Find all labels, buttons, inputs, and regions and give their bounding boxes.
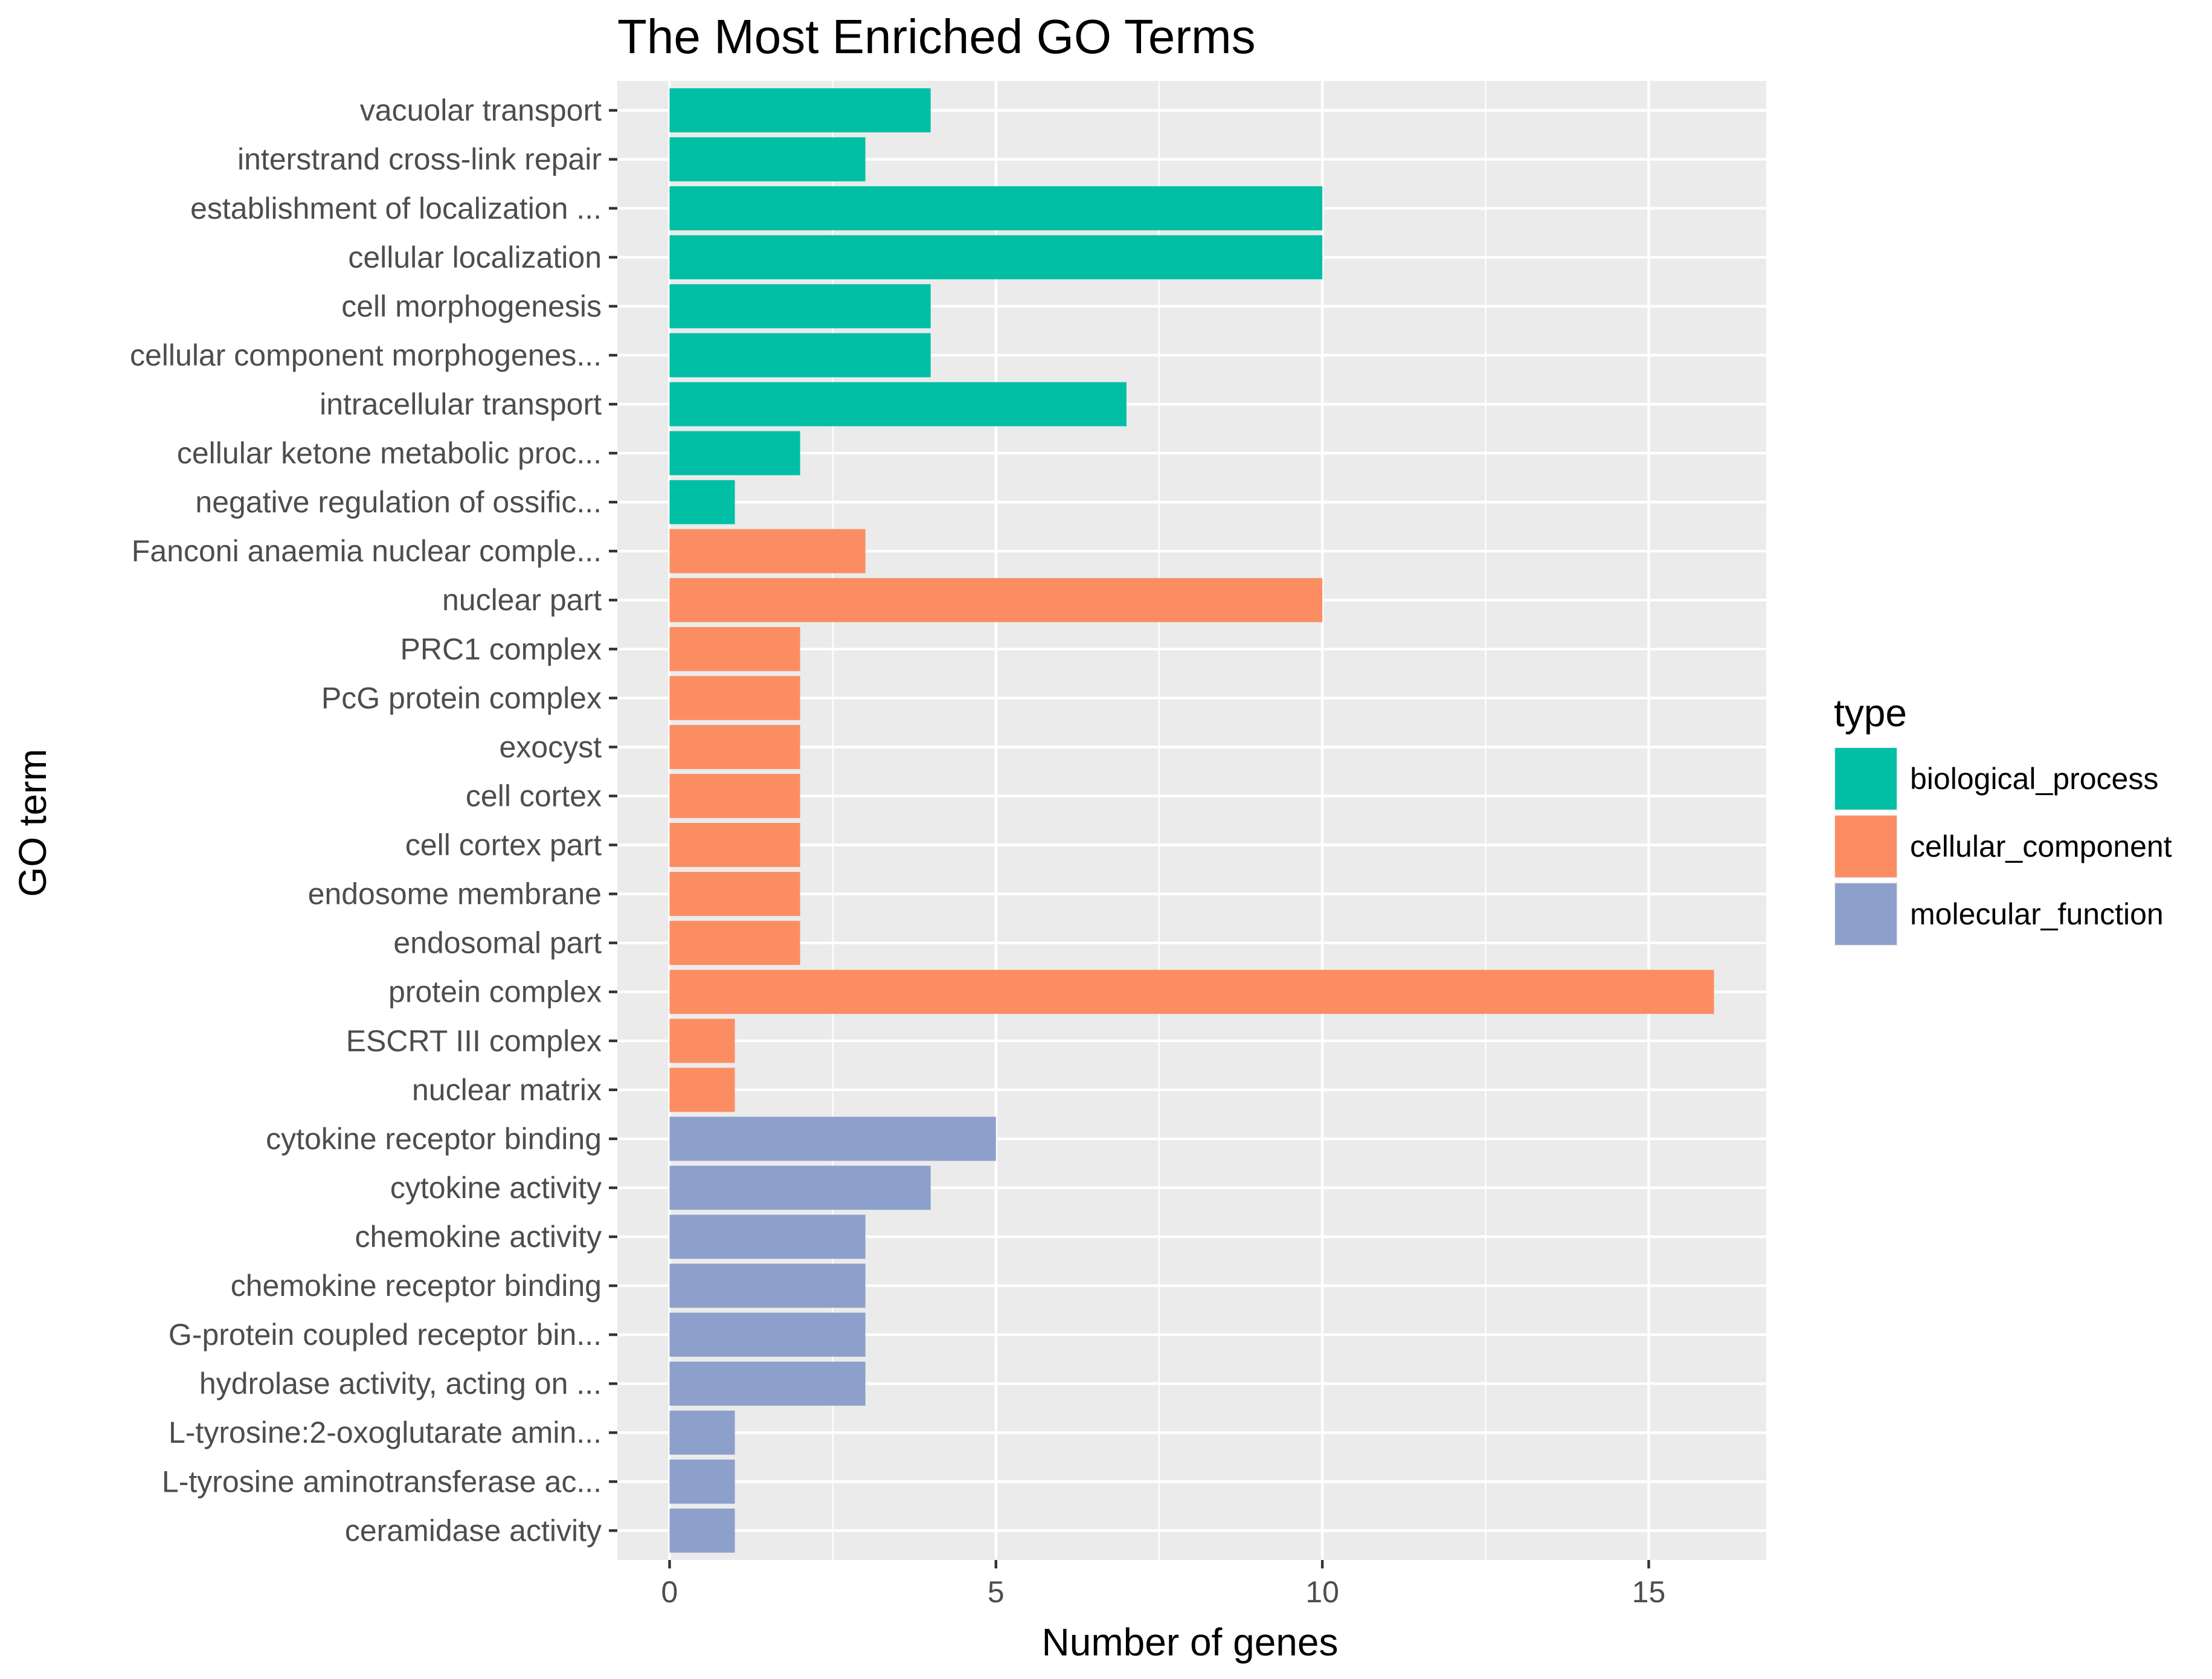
legend-swatch-biological-process <box>1835 748 1897 810</box>
y-tick-label-endosome-membrane: endosome membrane <box>308 877 602 911</box>
legend-swatch-cellular-component <box>1835 816 1897 877</box>
legend-label-biological-process: biological_process <box>1910 762 2158 796</box>
bar-chemokine-activity <box>669 1214 866 1259</box>
bar-cell-cortex-part <box>669 823 800 868</box>
y-tick-label-nuclear-part: nuclear part <box>442 583 602 617</box>
bar-cellular-localization <box>669 235 1323 280</box>
y-tick-label-fanconi-anaemia-nuclear-comple: Fanconi anaemia nuclear comple... <box>132 534 602 568</box>
bar-fanconi-anaemia-nuclear-comple <box>669 529 866 573</box>
bar-cytokine-activity <box>669 1165 931 1210</box>
bar-pcg-protein-complex <box>669 675 800 720</box>
bar-prc1-complex <box>669 627 800 671</box>
bar-negative-regulation-of-ossific <box>669 480 735 524</box>
y-tick-label-escrt-iii-complex: ESCRT III complex <box>346 1024 602 1058</box>
y-tick-label-endosomal-part: endosomal part <box>393 926 602 960</box>
bar-cytokine-receptor-binding <box>669 1117 996 1161</box>
y-tick-label-l-tyrosine-aminotransferase-ac: L-tyrosine aminotransferase ac... <box>162 1465 602 1498</box>
bar-vacuolar-transport <box>669 88 931 133</box>
bar-escrt-iii-complex <box>669 1019 735 1063</box>
bar-nuclear-matrix <box>669 1068 735 1112</box>
y-tick-label-chemokine-receptor-binding: chemokine receptor binding <box>231 1269 602 1303</box>
legend-label-cellular-component: cellular_component <box>1910 830 2172 863</box>
y-tick-label-cellular-ketone-metabolic-proc: cellular ketone metabolic proc... <box>177 436 602 470</box>
bar-endosome-membrane <box>669 872 800 917</box>
y-tick-label-cellular-localization: cellular localization <box>348 240 602 274</box>
y-tick-label-establishment-of-localization: establishment of localization ... <box>190 192 602 225</box>
y-tick-label-cell-cortex-part: cell cortex part <box>405 828 602 862</box>
y-tick-label-intracellular-transport: intracellular transport <box>320 387 602 421</box>
y-tick-label-l-tyrosine-2-oxoglutarate-amin: L-tyrosine:2-oxoglutarate amin... <box>169 1416 602 1449</box>
y-tick-label-prc1-complex: PRC1 complex <box>400 632 602 666</box>
axes: vacuolar transport interstrand cross-link… <box>130 94 1665 1609</box>
bar-intracellular-transport <box>669 382 1127 427</box>
y-tick-label-negative-regulation-of-ossific: negative regulation of ossific... <box>195 485 602 519</box>
bar-g-protein-coupled-receptor-bin <box>669 1312 866 1357</box>
x-axis-title: Number of genes <box>1042 1620 1339 1664</box>
x-tick-label-15: 15 <box>1632 1575 1666 1609</box>
y-tick-label-nuclear-matrix: nuclear matrix <box>412 1073 602 1107</box>
y-tick-label-g-protein-coupled-receptor-bin: G-protein coupled receptor bin... <box>169 1318 602 1352</box>
bar-cell-cortex <box>669 773 800 818</box>
x-tick-label-10: 10 <box>1305 1575 1339 1609</box>
y-tick-label-cellular-component-morphogenes: cellular component morphogenes... <box>130 338 602 372</box>
bar-cell-morphogenesis <box>669 284 931 329</box>
legend-swatch-molecular-function <box>1835 883 1897 945</box>
bar-chemokine-receptor-binding <box>669 1263 866 1308</box>
y-tick-label-hydrolase-activity-acting-on: hydrolase activity, acting on ... <box>199 1367 602 1400</box>
bar-hydrolase-activity-acting-on <box>669 1361 866 1406</box>
y-tick-label-pcg-protein-complex: PcG protein complex <box>321 681 602 715</box>
bar-endosomal-part <box>669 921 800 965</box>
y-tick-label-cell-morphogenesis: cell morphogenesis <box>341 289 602 323</box>
bar-interstrand-cross-link-repair <box>669 137 866 182</box>
y-tick-label-cytokine-receptor-binding: cytokine receptor binding <box>266 1122 602 1156</box>
bar-protein-complex <box>669 970 1714 1014</box>
y-tick-label-ceramidase-activity: ceramidase activity <box>345 1513 602 1547</box>
bar-cellular-component-morphogenes <box>669 333 931 378</box>
bar-ceramidase-activity <box>669 1508 735 1553</box>
bar-nuclear-part <box>669 578 1323 622</box>
legend: type biological_process cellular_componen… <box>1834 691 2172 946</box>
y-tick-label-cell-cortex: cell cortex <box>466 779 602 813</box>
bar-exocyst <box>669 724 800 769</box>
y-tick-label-cytokine-activity: cytokine activity <box>390 1171 602 1205</box>
chart-title: The Most Enriched GO Terms <box>617 10 1256 63</box>
x-tick-label-0: 0 <box>661 1575 678 1609</box>
bar-l-tyrosine-2-oxoglutarate-amin <box>669 1410 735 1455</box>
y-axis-title: GO term <box>11 749 54 897</box>
legend-label-molecular-function: molecular_function <box>1910 897 2164 931</box>
y-tick-label-interstrand-cross-link-repair: interstrand cross-link repair <box>237 143 602 176</box>
y-tick-label-protein-complex: protein complex <box>388 975 602 1009</box>
y-tick-label-chemokine-activity: chemokine activity <box>355 1220 602 1254</box>
bar-l-tyrosine-aminotransferase-ac <box>669 1459 735 1504</box>
bar-cellular-ketone-metabolic-proc <box>669 431 800 475</box>
x-tick-label-5: 5 <box>988 1575 1005 1609</box>
legend-title: type <box>1834 691 1907 735</box>
grid-lines <box>617 81 1766 1560</box>
y-tick-label-exocyst: exocyst <box>499 730 602 764</box>
y-tick-label-vacuolar-transport: vacuolar transport <box>360 94 602 127</box>
bars <box>669 88 1714 1553</box>
bar-establishment-of-localization <box>669 186 1323 231</box>
